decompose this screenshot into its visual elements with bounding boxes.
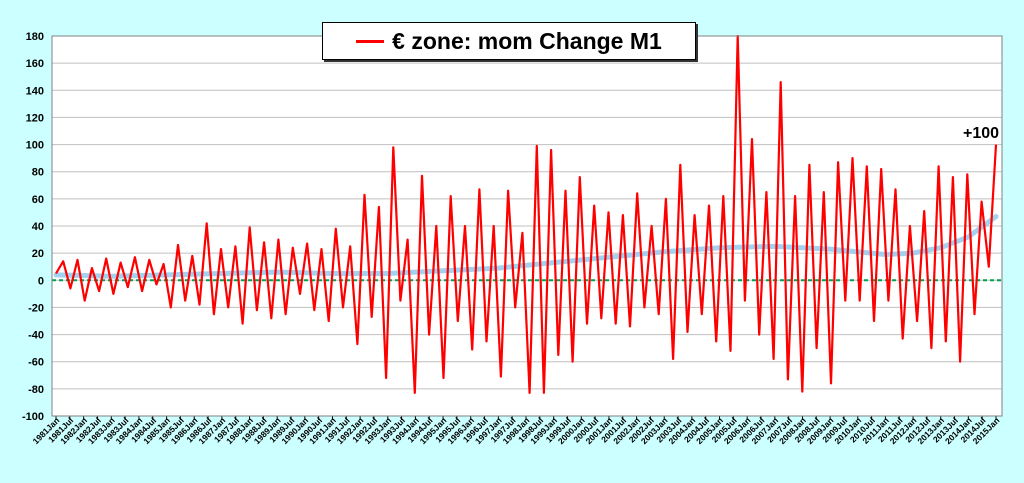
y-tick-label: 100: [26, 140, 44, 152]
y-tick-label: 0: [38, 275, 44, 287]
y-tick-label: 120: [26, 112, 44, 124]
y-tick-label: 140: [26, 85, 44, 97]
y-axis-ticks: -100 -80 -60 -40 -20 0 20 40 60 80 100 120 140 160 180: [22, 31, 44, 423]
y-tick-label: 40: [32, 221, 44, 233]
legend-label: € zone: mom Change M1: [392, 27, 662, 54]
y-tick-label: -20: [28, 302, 44, 314]
y-tick-label: 160: [26, 58, 44, 70]
mom-line: [55, 34, 998, 394]
mom-series: [55, 34, 998, 394]
y-tick-label: -40: [28, 330, 44, 342]
y-tick-label: -100: [22, 411, 44, 423]
y-tick-label: 20: [32, 248, 44, 260]
x-axis-ticks: 1981Jan1981Jul1982Jan1982Jul1983Jan1983J…: [31, 415, 1002, 446]
y-tick-label: 60: [32, 194, 44, 206]
y-tick-label: 180: [26, 31, 44, 43]
legend-swatch-icon: [356, 39, 385, 43]
annotation-label: +100: [963, 125, 999, 142]
y-tick-label: -80: [28, 384, 44, 396]
y-tick-label: 80: [32, 167, 44, 179]
y-tick-label: -60: [28, 357, 44, 369]
legend: € zone: mom Change M1: [322, 22, 696, 60]
